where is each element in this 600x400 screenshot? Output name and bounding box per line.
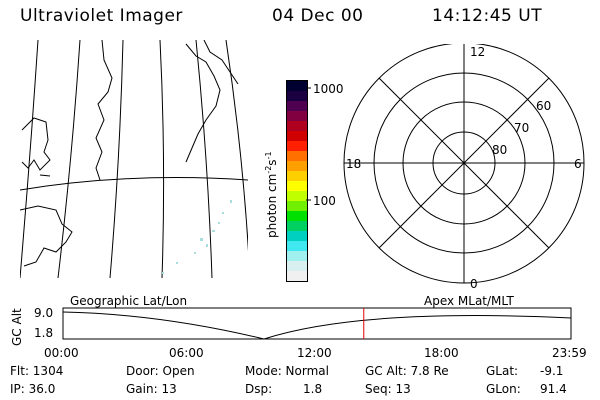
timeline-left-label: Geographic Lat/Lon (70, 294, 188, 308)
mlt-18: 18 (346, 157, 361, 171)
meridian-line (109, 40, 124, 278)
xtick-0: 00:00 (44, 346, 79, 360)
coastline (95, 40, 113, 181)
polar-plot: 12 18 6 0 60 70 80 (343, 44, 585, 291)
color-scale-swatch (287, 181, 307, 191)
scale-tick-100: 100 (313, 194, 336, 208)
coastline (21, 117, 51, 171)
time-label: 14:12:45 UT (432, 6, 543, 26)
color-scale-swatch (287, 261, 307, 271)
meridian-line (57, 40, 81, 278)
color-scale-swatch (287, 271, 307, 281)
ytick-9: 9.0 (34, 306, 54, 320)
color-scale-swatch (287, 221, 307, 231)
coastline (203, 40, 239, 85)
timeline-right-label: Apex MLat/MLT (424, 294, 514, 308)
door-status: Door: Open (126, 364, 195, 378)
color-scale-swatch (287, 211, 307, 221)
glat-label: GLat: (486, 364, 519, 378)
mlt-0: 0 (470, 277, 478, 291)
color-scale-swatch (287, 241, 307, 251)
meridian-line (20, 40, 39, 278)
xtick-12: 12:00 (297, 346, 332, 360)
dsp-label: Dsp: (245, 382, 273, 396)
color-scale-swatch (287, 151, 307, 161)
coastline (20, 205, 73, 267)
altitude-curve (62, 311, 572, 340)
gain-value: Gain: 13 (126, 382, 177, 396)
color-scale-swatch (287, 91, 307, 101)
meridian-line (195, 40, 213, 278)
coastline (185, 43, 221, 163)
instrument-title: Ultraviolet Imager (20, 6, 183, 26)
meridian-line (159, 40, 165, 278)
ip-value: IP: 36.0 (10, 382, 56, 396)
date-label: 04 Dec 00 (272, 6, 364, 26)
parallel-line (20, 177, 248, 191)
glat-value: -9.1 (540, 364, 564, 378)
color-scale-swatch (287, 201, 307, 211)
lat-70: 70 (514, 121, 529, 135)
lat-60: 60 (536, 99, 551, 113)
dsp-value: 1.8 (303, 382, 323, 396)
color-scale-bar (286, 80, 308, 282)
scale-tick-1000: 1000 (313, 82, 344, 96)
flight-number: Flt: 1304 (10, 364, 64, 378)
color-scale-swatch (287, 161, 307, 171)
timeline-frame (62, 307, 572, 340)
mlt-12: 12 (470, 45, 485, 59)
gc-altitude: GC Alt: 7.8 Re (365, 364, 449, 378)
color-scale-swatch (287, 101, 307, 111)
glon-value: 91.4 (540, 382, 567, 396)
lat-80: 80 (492, 143, 507, 157)
coastline (39, 174, 51, 177)
xtick-18: 18:00 (424, 346, 459, 360)
xtick-6: 06:00 (169, 346, 204, 360)
color-scale-swatch (287, 191, 307, 201)
sequence-number: Seq: 13 (365, 382, 411, 396)
color-scale-swatch (287, 171, 307, 181)
color-scale-swatch (287, 231, 307, 241)
mode-value: Mode: Normal (245, 364, 329, 378)
meridian-line (225, 40, 248, 252)
glon-label: GLon: (486, 382, 521, 396)
ytick-1.8: 1.8 (34, 326, 54, 340)
color-scale-swatch (287, 121, 307, 131)
mlt-6: 6 (574, 157, 582, 171)
color-scale-swatch (287, 141, 307, 151)
xtick-24: 23:59 (552, 346, 587, 360)
color-scale-swatch (287, 111, 307, 121)
color-scale-swatch (287, 131, 307, 141)
scale-ticks (306, 87, 311, 201)
color-scale-swatch (287, 81, 307, 91)
color-scale-swatch (287, 251, 307, 261)
